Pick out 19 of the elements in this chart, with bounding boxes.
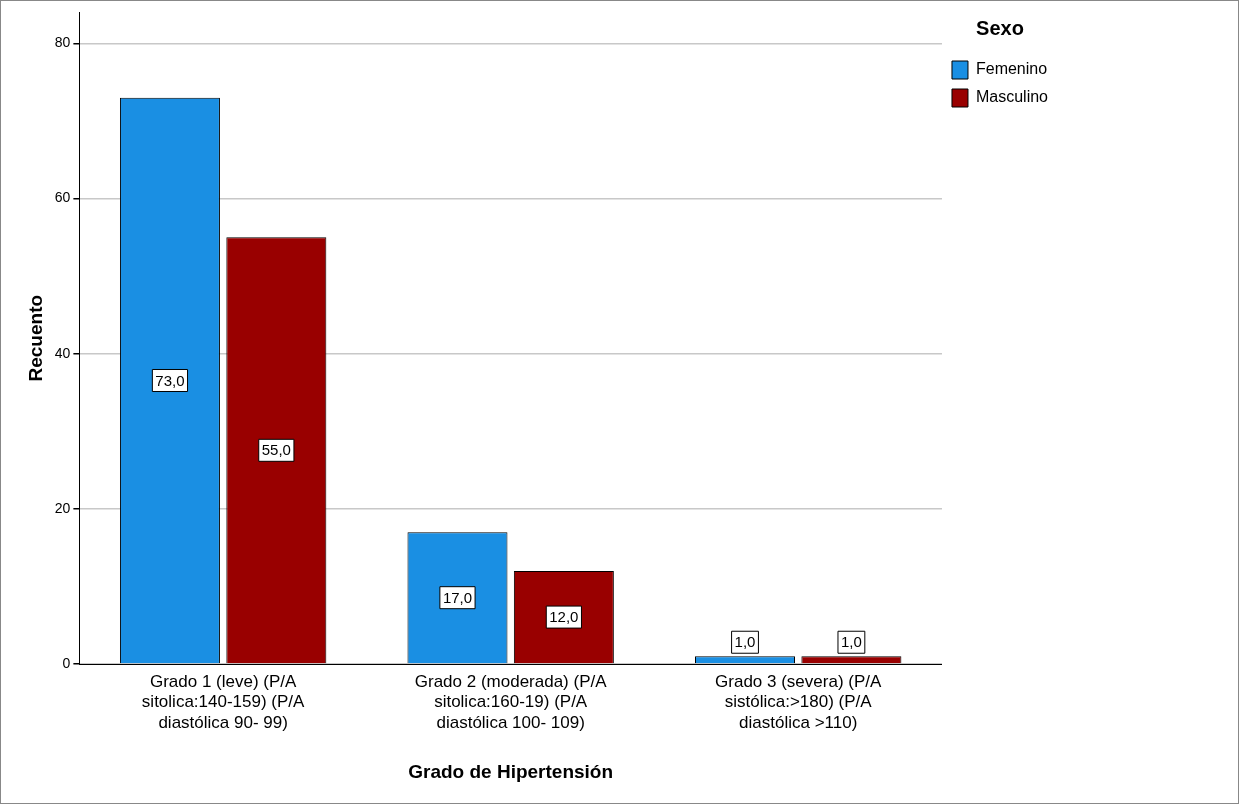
data-label: 17,0 <box>442 588 473 606</box>
data-label: 73,0 <box>155 371 185 389</box>
x-tick-label: Grado 1 (leve) (P/A sitolica:140-159) (P/A diastólica 90- 99) <box>141 671 306 732</box>
x-tick-label: Grado 2 (moderada) (P/A sitolica:160-19) (P/A diastólica 100- 109) <box>414 671 608 732</box>
legend-label: Femenino <box>975 60 1048 78</box>
legend-title: Sexo <box>976 16 1024 39</box>
y-tick-label: 60 <box>54 189 71 206</box>
data-label: 1,0 <box>734 633 756 651</box>
y-tick-label: 40 <box>54 344 71 361</box>
data-label: 55,0 <box>261 441 291 459</box>
data-label: 12,0 <box>549 608 579 626</box>
y-tick-label: 0 <box>62 654 71 671</box>
y-tick-label: 80 <box>54 34 71 51</box>
y-axis-title: Recuento <box>24 294 46 382</box>
legend-label: Masculino <box>975 88 1049 106</box>
x-axis-title: Grado de Hipertensión <box>408 760 614 782</box>
data-label: 1,0 <box>840 633 862 651</box>
y-tick-label: 20 <box>54 499 71 516</box>
x-tick-label: Grado 3 (severa) (P/A sistólica:>180) (P/A diastólica >110) <box>715 671 882 732</box>
